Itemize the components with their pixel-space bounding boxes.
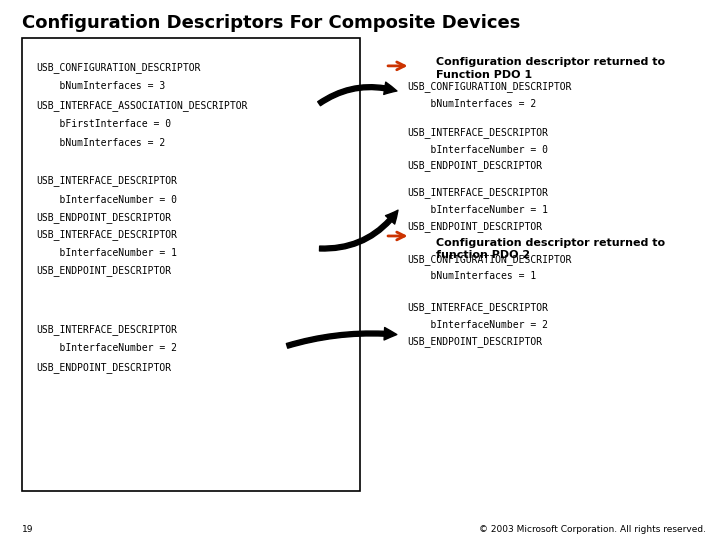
Text: bFirstInterface = 0: bFirstInterface = 0: [36, 119, 171, 129]
Text: © 2003 Microsoft Corporation. All rights reserved.: © 2003 Microsoft Corporation. All rights…: [479, 524, 706, 534]
Text: USB_ENDPOINT_DESCRIPTOR: USB_ENDPOINT_DESCRIPTOR: [407, 221, 542, 232]
Text: USB_ENDPOINT_DESCRIPTOR: USB_ENDPOINT_DESCRIPTOR: [36, 212, 171, 222]
FancyArrowPatch shape: [318, 82, 397, 106]
Text: bInterfaceNumber = 2: bInterfaceNumber = 2: [36, 343, 177, 353]
Text: USB_ENDPOINT_DESCRIPTOR: USB_ENDPOINT_DESCRIPTOR: [36, 362, 171, 373]
Text: Configuration descriptor returned to
Function PDO 1: Configuration descriptor returned to Fun…: [436, 57, 665, 79]
Text: bInterfaceNumber = 0: bInterfaceNumber = 0: [36, 195, 177, 205]
Text: 19: 19: [22, 524, 33, 534]
Text: USB_INTERFACE_ASSOCIATION_DESCRIPTOR: USB_INTERFACE_ASSOCIATION_DESCRIPTOR: [36, 100, 248, 111]
Text: bInterfaceNumber = 1: bInterfaceNumber = 1: [36, 248, 177, 258]
FancyArrowPatch shape: [287, 327, 397, 348]
FancyArrowPatch shape: [320, 210, 398, 251]
Text: bNumInterfaces = 1: bNumInterfaces = 1: [407, 272, 536, 281]
Text: USB_INTERFACE_DESCRIPTOR: USB_INTERFACE_DESCRIPTOR: [36, 324, 177, 335]
Text: Configuration Descriptors For Composite Devices: Configuration Descriptors For Composite …: [22, 14, 520, 31]
Text: USB_INTERFACE_DESCRIPTOR: USB_INTERFACE_DESCRIPTOR: [407, 302, 548, 313]
Text: bNumInterfaces = 3: bNumInterfaces = 3: [36, 82, 166, 91]
Text: bInterfaceNumber = 2: bInterfaceNumber = 2: [407, 320, 548, 330]
Text: Configuration descriptor returned to
function PDO 2: Configuration descriptor returned to fun…: [436, 238, 665, 260]
Text: USB_INTERFACE_DESCRIPTOR: USB_INTERFACE_DESCRIPTOR: [36, 176, 177, 186]
Text: USB_ENDPOINT_DESCRIPTOR: USB_ENDPOINT_DESCRIPTOR: [36, 265, 171, 276]
Text: USB_ENDPOINT_DESCRIPTOR: USB_ENDPOINT_DESCRIPTOR: [407, 160, 542, 171]
Text: bInterfaceNumber = 1: bInterfaceNumber = 1: [407, 205, 548, 215]
Text: USB_INTERFACE_DESCRIPTOR: USB_INTERFACE_DESCRIPTOR: [36, 229, 177, 240]
Text: USB_CONFIGURATION_DESCRIPTOR: USB_CONFIGURATION_DESCRIPTOR: [407, 81, 571, 92]
Text: USB_CONFIGURATION_DESCRIPTOR: USB_CONFIGURATION_DESCRIPTOR: [407, 254, 571, 265]
FancyBboxPatch shape: [22, 38, 360, 491]
Text: USB_INTERFACE_DESCRIPTOR: USB_INTERFACE_DESCRIPTOR: [407, 127, 548, 138]
Text: bInterfaceNumber = 0: bInterfaceNumber = 0: [407, 145, 548, 154]
Text: USB_CONFIGURATION_DESCRIPTOR: USB_CONFIGURATION_DESCRIPTOR: [36, 62, 200, 73]
Text: bNumInterfaces = 2: bNumInterfaces = 2: [407, 99, 536, 109]
Text: USB_INTERFACE_DESCRIPTOR: USB_INTERFACE_DESCRIPTOR: [407, 187, 548, 198]
Text: bNumInterfaces = 2: bNumInterfaces = 2: [36, 138, 166, 148]
Text: USB_ENDPOINT_DESCRIPTOR: USB_ENDPOINT_DESCRIPTOR: [407, 336, 542, 347]
